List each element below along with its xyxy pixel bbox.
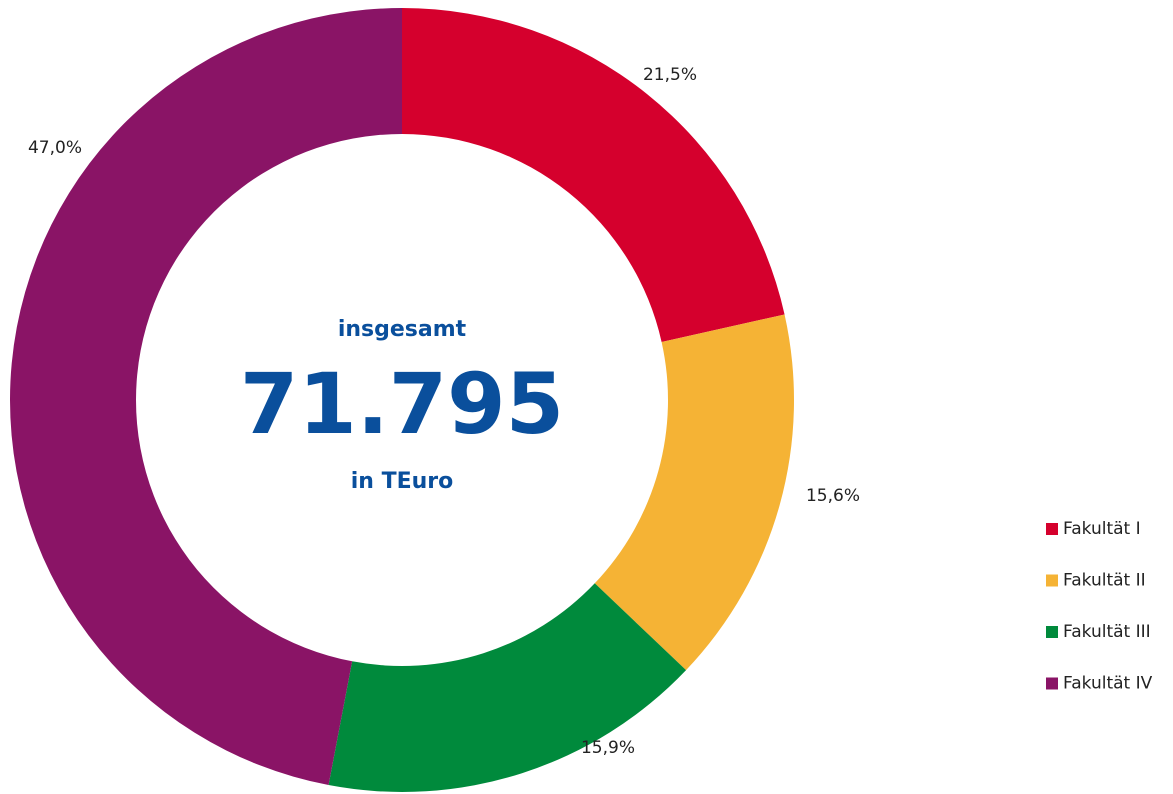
donut-slice (328, 583, 687, 792)
donut-slice (402, 8, 785, 342)
center-total: 71.795 (240, 355, 564, 453)
legend-label: Fakultät IV (1063, 674, 1153, 694)
legend-swatch (1046, 677, 1058, 690)
legend-swatch (1046, 626, 1058, 638)
legend-label: Fakultät III (1063, 622, 1151, 642)
value-label: 15,6% (806, 486, 860, 506)
donut-slice (10, 8, 403, 786)
center-caption: insgesamt (338, 317, 467, 342)
center-unit: in TEuro (351, 469, 454, 494)
value-label: 21,5% (643, 65, 697, 85)
value-label: 15,9% (581, 738, 635, 758)
legend-swatch (1046, 574, 1058, 587)
legend-label: Fakultät I (1063, 519, 1141, 539)
legend-swatch (1046, 523, 1058, 535)
donut-slice (594, 314, 794, 671)
legend-label: Fakultät II (1063, 571, 1146, 591)
value-label: 47,0% (28, 138, 82, 158)
